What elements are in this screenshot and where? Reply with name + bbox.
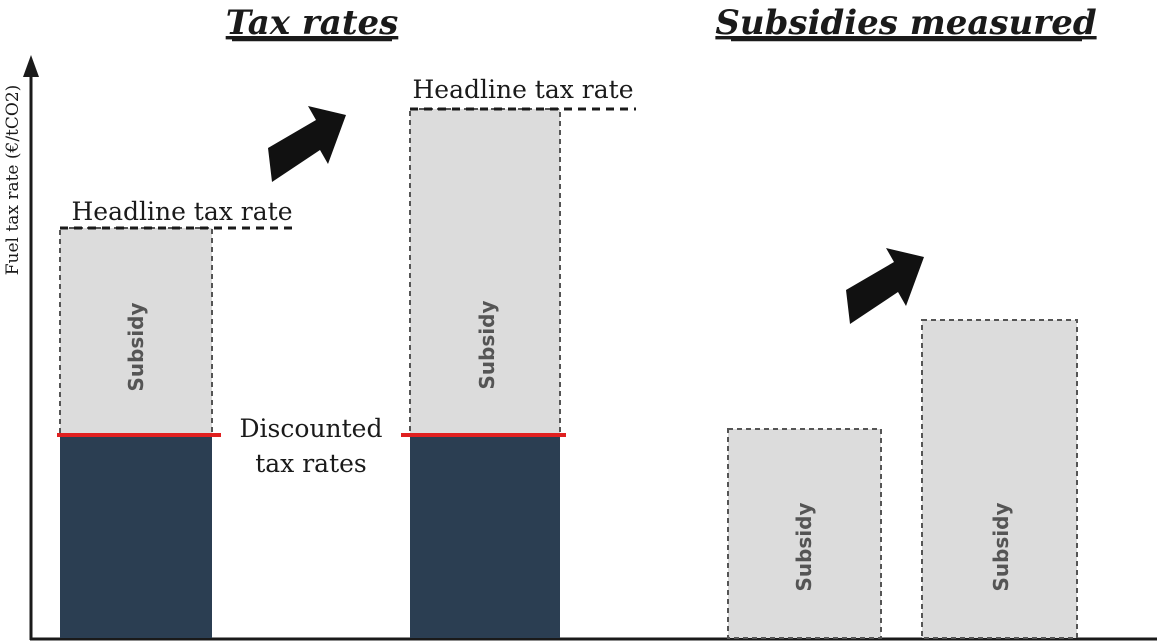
bar-1: Subsidy <box>59 227 213 638</box>
title-subsidies-measured: Subsidies measured <box>715 3 1096 43</box>
bar-4-subsidy-label: Subsidy <box>989 502 1013 591</box>
bar-1-discounted <box>60 435 212 638</box>
up-right-arrow-icon <box>846 248 924 324</box>
bar-2-subsidy-label: Subsidy <box>475 300 499 389</box>
bar-4: Subsidy <box>921 319 1078 639</box>
title-tax-rates: Tax rates <box>226 3 399 43</box>
bar-2-subsidy <box>409 108 561 436</box>
headline-label-2: Headline tax rate <box>412 75 633 104</box>
discounted-label-line2: tax rates <box>255 449 367 478</box>
discounted-label-line1: Discounted <box>240 414 383 443</box>
bar-1-subsidy <box>59 227 213 436</box>
bar-4-subsidy <box>921 319 1078 639</box>
y-axis-label: Fuel tax rate (€/tCO2) <box>3 85 23 276</box>
up-right-arrow-icon <box>268 106 346 182</box>
headline-label-1: Headline tax rate <box>71 197 292 226</box>
bar-1-subsidy-label: Subsidy <box>124 302 148 391</box>
bar-2: Subsidy <box>409 108 561 638</box>
bar-2-discounted <box>410 435 560 638</box>
bar-3: Subsidy <box>727 428 882 639</box>
bar-3-subsidy <box>727 428 882 639</box>
y-axis-arrowhead <box>23 55 39 77</box>
bar-3-subsidy-label: Subsidy <box>792 502 816 591</box>
